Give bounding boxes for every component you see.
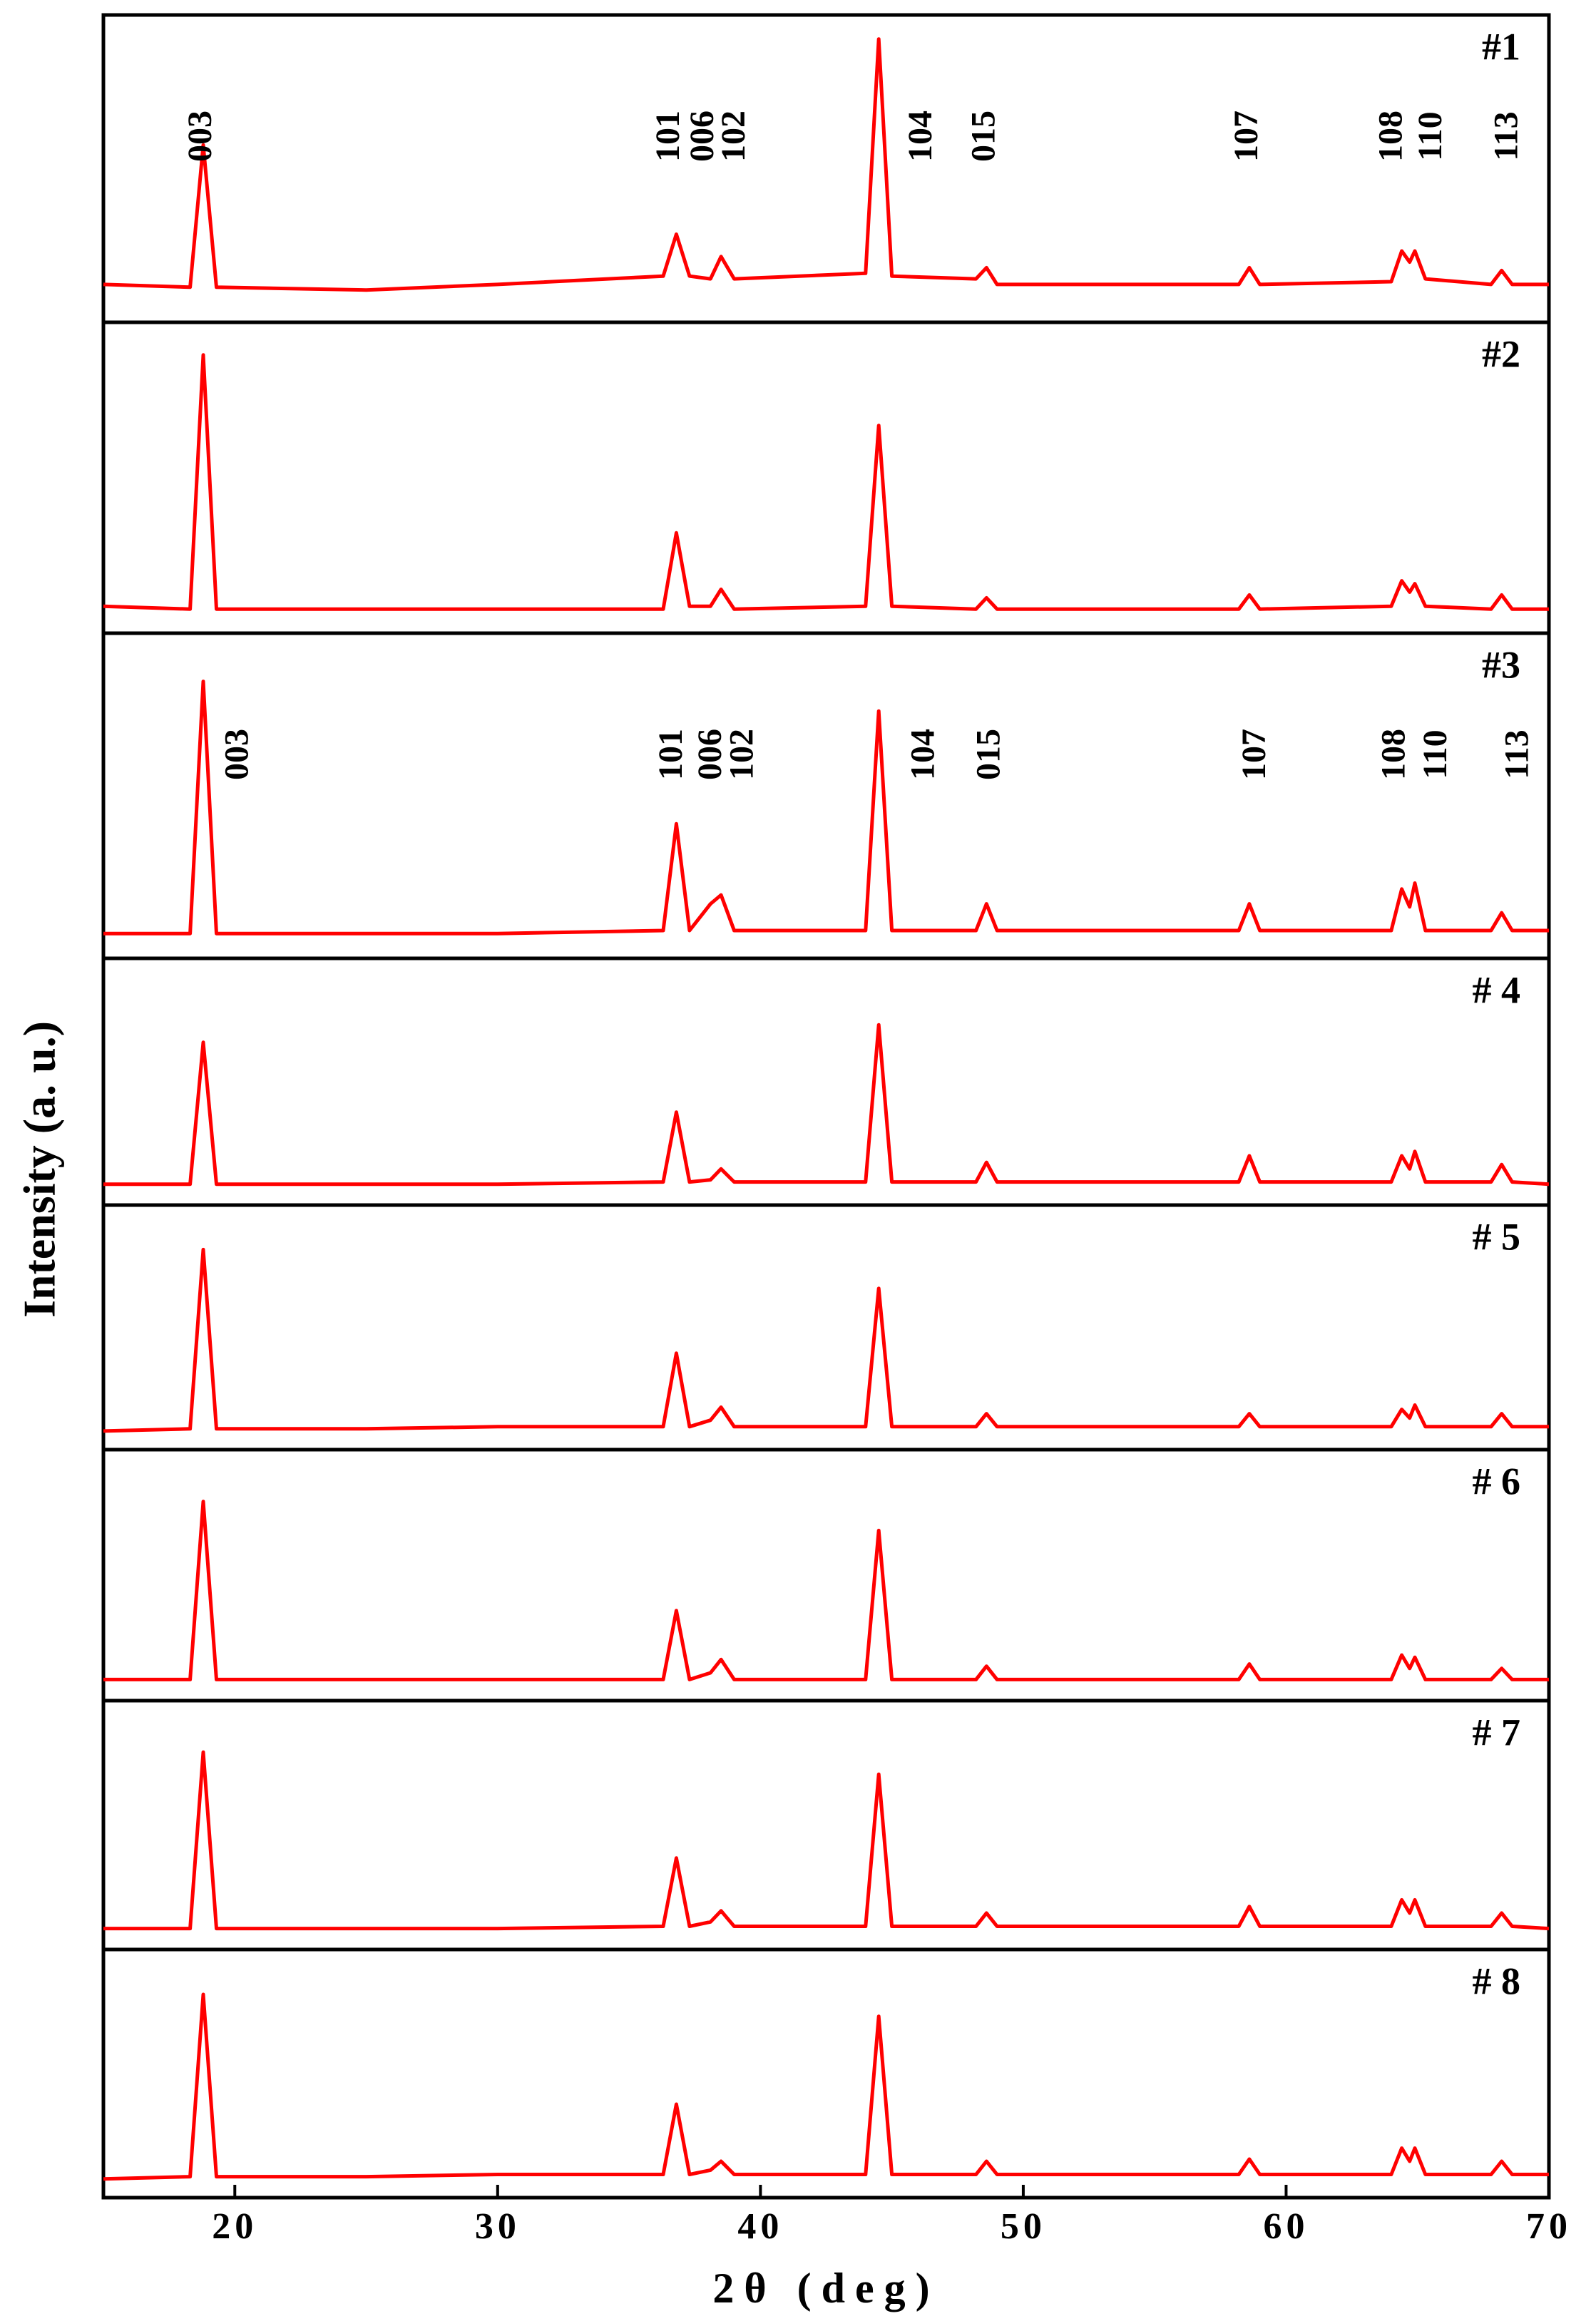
panel-label: #3	[1482, 643, 1520, 686]
xrd-line	[103, 1500, 1549, 1681]
x-axis-label: 2θ (deg)	[712, 2265, 939, 2312]
peak-label: 006	[683, 111, 721, 162]
xrd-line	[103, 1247, 1549, 1433]
y-axis-label: Intensity (a. u.)	[14, 1021, 65, 1318]
peak-label: 104	[904, 729, 942, 780]
panel-frame	[101, 1699, 1551, 1952]
peak-label: 113	[1488, 111, 1525, 160]
peak-label: 101	[649, 111, 687, 162]
x-tick-label: 50	[1001, 2206, 1046, 2247]
xrd-line	[103, 1992, 1549, 2181]
panel-frame	[101, 956, 1551, 1207]
peak-label: 102	[722, 729, 760, 780]
x-tick-label: 30	[475, 2206, 521, 2247]
peak-label: 108	[1372, 111, 1410, 162]
peak-label: 110	[1411, 111, 1449, 160]
peak-label: 015	[970, 729, 1008, 780]
xrd-line	[103, 353, 1549, 611]
panel-label: # 6	[1473, 1460, 1521, 1502]
panel-frame	[101, 1448, 1551, 1703]
peak-label: 113	[1498, 729, 1535, 779]
peak-label: 104	[901, 111, 939, 162]
peak-label: 110	[1416, 729, 1454, 779]
x-tick-label: 40	[737, 2206, 783, 2247]
x-tick-label: 20	[212, 2206, 257, 2247]
panel-frame	[101, 1203, 1551, 1452]
xrd-line	[103, 1023, 1550, 1187]
xrd-line	[103, 1750, 1550, 1931]
panel-label: # 5	[1473, 1215, 1521, 1258]
panel-frame	[101, 320, 1551, 635]
peak-label: 107	[1227, 111, 1265, 162]
xrd-line	[103, 680, 1549, 936]
peak-label: 107	[1235, 729, 1273, 780]
panel-frame	[101, 1947, 1551, 2200]
panel-label: #2	[1482, 332, 1520, 375]
peak-label: 003	[181, 111, 219, 162]
peak-label: 015	[964, 111, 1002, 162]
x-tick-label: 70	[1526, 2206, 1572, 2247]
panel-label: # 8	[1473, 1959, 1521, 2002]
peak-label: 102	[715, 111, 752, 162]
panel-frame	[101, 631, 1551, 960]
panel-label: #1	[1482, 25, 1520, 68]
peak-label: 006	[691, 729, 729, 780]
xrd-line	[103, 37, 1549, 292]
peak-label: 108	[1374, 729, 1412, 780]
peak-label: 003	[218, 729, 256, 780]
peak-label: 101	[652, 729, 690, 780]
panel-label: # 7	[1473, 1711, 1521, 1753]
x-tick-label: 60	[1263, 2206, 1309, 2247]
panel-label: # 4	[1473, 968, 1521, 1011]
